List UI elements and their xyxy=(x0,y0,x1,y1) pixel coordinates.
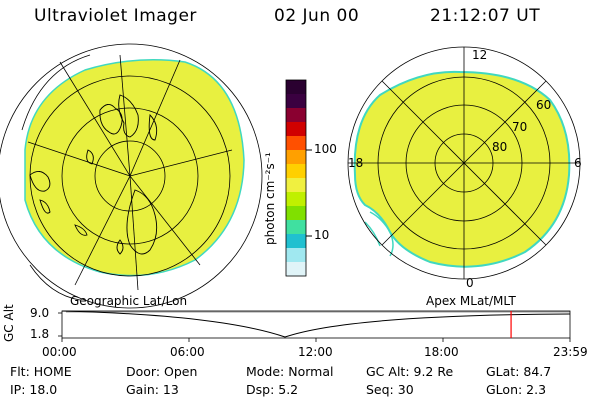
time-tick-1800: 18:00 xyxy=(424,345,459,359)
colorbar-swatch xyxy=(286,80,306,95)
colorbar-swatch xyxy=(286,248,306,263)
colorbar-tick-100: 100 xyxy=(314,142,337,156)
info-dsp: Dsp: 5.2 xyxy=(246,382,299,397)
mlt-label-0: 0 xyxy=(466,276,474,290)
timeline-ylabel: GC Alt xyxy=(2,304,16,342)
colorbar-unit-label: photon cm⁻²s⁻¹ xyxy=(263,152,277,245)
colorbar-swatch xyxy=(286,262,306,277)
timeline-ymin: 1.8 xyxy=(30,327,50,341)
info-door: Door: Open xyxy=(126,364,198,379)
time-tick-1200: 12:00 xyxy=(298,345,333,359)
info-gain: Gain: 13 xyxy=(126,382,179,397)
magnetic-panel[interactable] xyxy=(347,46,581,280)
time-label: 21:12:07 UT xyxy=(430,6,541,26)
altitude-timeline[interactable] xyxy=(58,310,571,342)
date-label: 02 Jun 00 xyxy=(274,6,360,26)
colorbar-swatch xyxy=(286,164,306,179)
mlat-label-80: 80 xyxy=(492,140,508,154)
colorbar xyxy=(285,79,312,277)
info-gc-alt: GC Alt: 9.2 Re xyxy=(366,364,454,379)
info-glon: GLon: 2.3 xyxy=(486,382,547,397)
mlt-label-6: 6 xyxy=(574,156,582,170)
mlat-label-60: 60 xyxy=(536,98,552,112)
info-glat: GLat: 84.7 xyxy=(486,364,552,379)
right-panel-caption: Apex MLat/MLT xyxy=(426,294,516,308)
info-mode: Mode: Normal xyxy=(246,364,334,379)
colorbar-tick-10: 10 xyxy=(314,228,330,242)
timeline-ymax: 9.0 xyxy=(30,306,50,320)
colorbar-swatch xyxy=(286,192,306,207)
colorbar-swatch xyxy=(286,122,306,137)
colorbar-swatch xyxy=(286,136,306,151)
colorbar-swatch xyxy=(286,220,306,235)
info-ip: IP: 18.0 xyxy=(10,382,58,397)
colorbar-swatch xyxy=(286,206,306,221)
time-tick-2359: 23:59 xyxy=(553,345,588,359)
colorbar-swatch xyxy=(286,178,306,193)
app-title: Ultraviolet Imager xyxy=(34,6,197,26)
time-tick-0600: 06:00 xyxy=(170,345,205,359)
left-panel-caption: Geographic Lat/Lon xyxy=(70,294,188,308)
time-tick-0000: 00:00 xyxy=(42,345,77,359)
colorbar-swatch xyxy=(286,94,306,109)
mlt-label-18: 18 xyxy=(348,156,364,170)
aurora-image-right xyxy=(353,70,571,268)
geographic-panel[interactable] xyxy=(0,43,263,309)
mlt-label-12: 12 xyxy=(472,48,488,62)
info-flt: Flt: HOME xyxy=(10,364,72,379)
colorbar-swatch xyxy=(286,108,306,123)
mlat-label-70: 70 xyxy=(512,120,528,134)
colorbar-swatch xyxy=(286,234,306,249)
colorbar-swatch xyxy=(286,150,306,165)
info-seq: Seq: 30 xyxy=(366,382,414,397)
